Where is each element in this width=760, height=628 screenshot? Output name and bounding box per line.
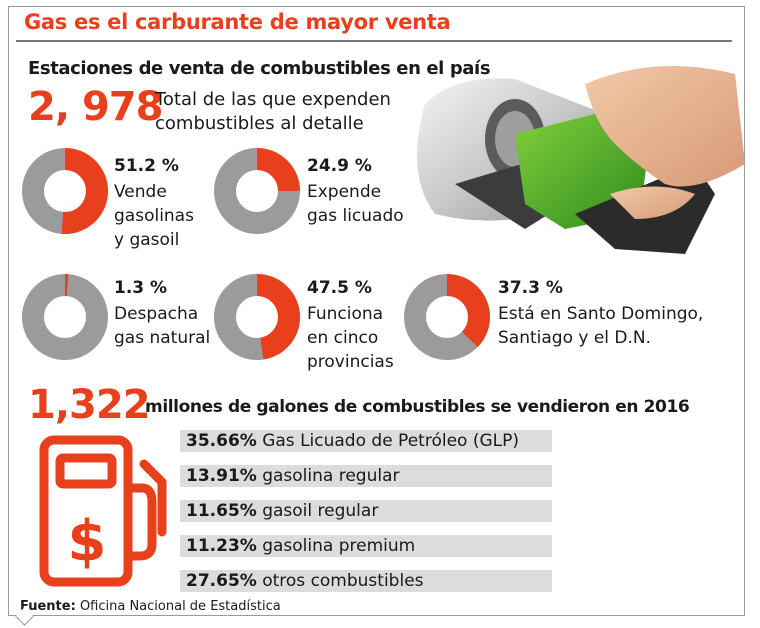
bar-category: gasolina regular [262, 466, 400, 486]
donut-chart-1 [22, 148, 108, 234]
donut-1-description: Vende gasolinas y gasoil [114, 180, 194, 252]
subtitle: Estaciones de venta de combustibles en e… [28, 58, 491, 79]
bar-category: otros combustibles [262, 571, 424, 591]
donut-3-line: Despacha [114, 304, 199, 324]
donut-4-line: en cinco [307, 328, 379, 348]
bar-row: 11.23% gasolina premium [180, 535, 552, 557]
bar-row: 27.65% otros combustibles [180, 570, 552, 592]
donut-1-percent: 51.2 % [114, 156, 179, 176]
donut-chart-2 [214, 148, 300, 234]
main-title: Gas es el carburante de mayor venta [24, 10, 451, 34]
bar-label: 13.91% gasolina regular [186, 466, 400, 486]
donut-2-percent: 24.9 % [307, 156, 372, 176]
bar-value: 11.23% [186, 536, 257, 556]
bar-value: 11.65% [186, 501, 257, 521]
fuel-nozzle-photo-icon [417, 66, 745, 254]
bar-category: Gas Licuado de Petróleo (GLP) [262, 431, 519, 451]
bar-category: gasolina premium [262, 536, 416, 556]
bar-category: gasoil regular [262, 501, 379, 521]
donut-4-description: Funciona en cinco provincias [307, 302, 394, 374]
bar-row: 35.66% Gas Licuado de Petróleo (GLP) [180, 430, 552, 452]
svg-text:$: $ [68, 509, 107, 574]
donut-chart-3 [22, 274, 108, 360]
infographic-frame [8, 6, 745, 616]
donut-3-line: gas natural [114, 328, 211, 348]
donut-5-description: Está en Santo Domingo, Santiago y el D.N… [498, 302, 703, 350]
bar-value: 13.91% [186, 466, 257, 486]
donut-4-line: provincias [307, 352, 394, 372]
fuel-pump-icon: $ [39, 435, 167, 587]
donut-4-percent: 47.5 % [307, 278, 372, 298]
total-text-line1: Total de las que expenden [155, 89, 391, 110]
donut-5-line: Santiago y el D.N. [498, 328, 652, 348]
donut-5-percent: 37.3 % [498, 278, 563, 298]
donut-1-line: Vende [114, 182, 167, 202]
total-stations-text: Total de las que expenden combustibles a… [155, 88, 391, 136]
bar-row: 13.91% gasolina regular [180, 465, 552, 487]
bar-value: 35.66% [186, 431, 257, 451]
bar-label: 35.66% Gas Licuado de Petróleo (GLP) [186, 431, 519, 451]
total-stations-number: 2, 978 [28, 84, 163, 130]
total-text-line2: combustibles al detalle [155, 113, 364, 134]
donut-value-slice [214, 274, 300, 360]
bar-label: 11.65% gasoil regular [186, 501, 378, 521]
donut-chart-5 [404, 274, 490, 360]
gallons-text: millones de galones de combustibles se v… [145, 397, 690, 417]
donut-value-slice [22, 148, 108, 234]
title-divider [16, 40, 732, 42]
donut-value-slice [404, 274, 490, 360]
donut-value-slice [22, 274, 108, 360]
donut-2-line: Expende [307, 182, 382, 202]
bar-label: 27.65% otros combustibles [186, 571, 424, 591]
donut-2-description: Expende gas licuado [307, 180, 404, 228]
donut-5-line: Está en Santo Domingo, [498, 304, 704, 324]
donut-1-line: y gasoil [114, 230, 180, 250]
donut-3-description: Despacha gas natural [114, 302, 210, 350]
donut-2-line: gas licuado [307, 206, 404, 226]
bar-value: 27.65% [186, 571, 257, 591]
bar-row: 11.65% gasoil regular [180, 500, 552, 522]
source-value: Oficina Nacional de Estadística [79, 599, 281, 614]
gallons-number: 1,322 [28, 382, 151, 428]
source-key: Fuente: [20, 599, 76, 614]
bar-label: 11.23% gasolina premium [186, 536, 415, 556]
donut-chart-4 [214, 274, 300, 360]
donut-3-percent: 1.3 % [114, 278, 168, 298]
donut-4-line: Funciona [307, 304, 384, 324]
source-note: Fuente: Oficina Nacional de Estadística [20, 599, 281, 614]
donut-1-line: gasolinas [114, 206, 194, 226]
donut-value-slice [214, 148, 300, 234]
